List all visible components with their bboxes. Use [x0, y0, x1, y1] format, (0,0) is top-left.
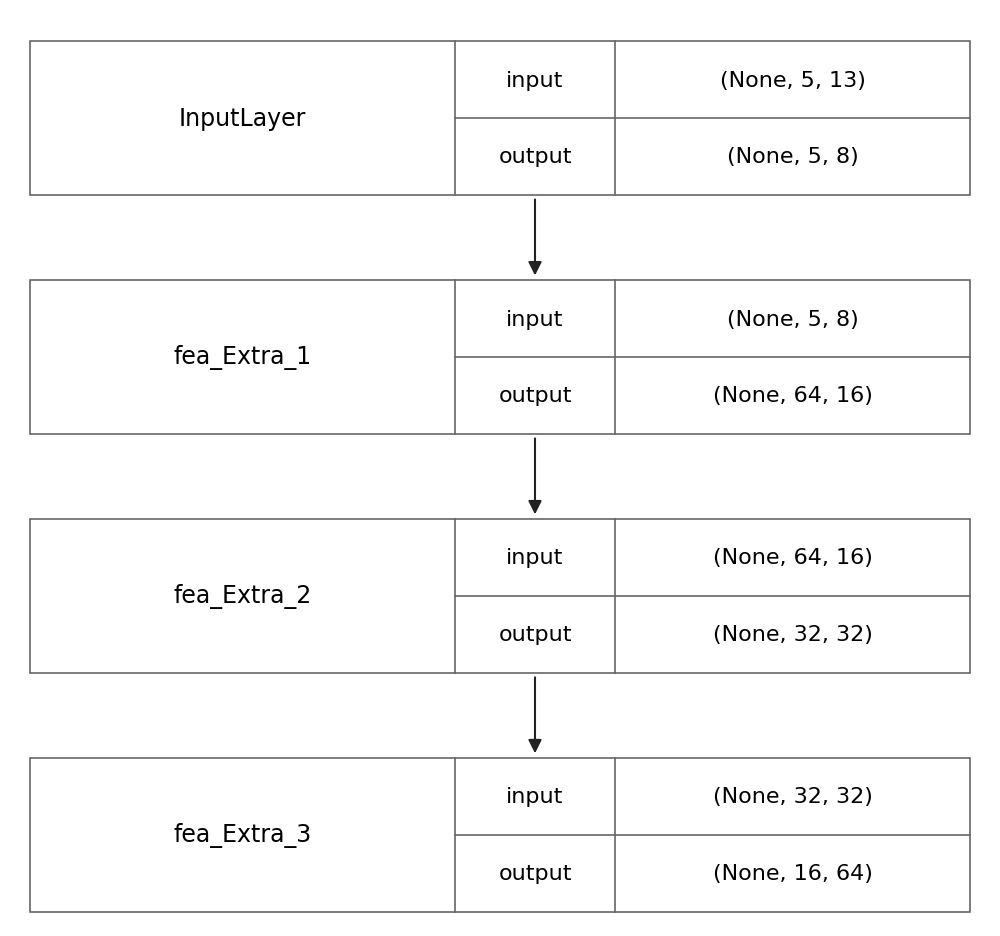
Text: (None, 5, 8): (None, 5, 8): [727, 309, 858, 329]
Text: (None, 32, 32): (None, 32, 32): [713, 624, 872, 645]
Bar: [30, 519, 970, 673]
Bar: [30, 758, 970, 912]
Text: output: output: [498, 624, 572, 645]
Text: (None, 64, 16): (None, 64, 16): [713, 386, 872, 406]
Text: (None, 64, 16): (None, 64, 16): [713, 548, 872, 568]
Text: output: output: [498, 147, 572, 168]
Text: output: output: [498, 863, 572, 884]
Text: fea_Extra_1: fea_Extra_1: [173, 345, 312, 370]
Text: (None, 16, 64): (None, 16, 64): [713, 863, 872, 884]
Text: input: input: [506, 309, 564, 329]
Text: input: input: [506, 786, 564, 807]
Text: input: input: [506, 70, 564, 91]
Text: InputLayer: InputLayer: [179, 107, 306, 131]
Text: fea_Extra_2: fea_Extra_2: [173, 584, 312, 608]
Text: (None, 32, 32): (None, 32, 32): [713, 786, 872, 807]
Text: input: input: [506, 548, 564, 568]
Bar: [30, 281, 970, 434]
Text: (None, 5, 13): (None, 5, 13): [720, 70, 865, 91]
Text: output: output: [498, 386, 572, 406]
Bar: [30, 42, 970, 196]
Text: (None, 5, 8): (None, 5, 8): [727, 147, 858, 168]
Text: fea_Extra_3: fea_Extra_3: [173, 823, 312, 847]
